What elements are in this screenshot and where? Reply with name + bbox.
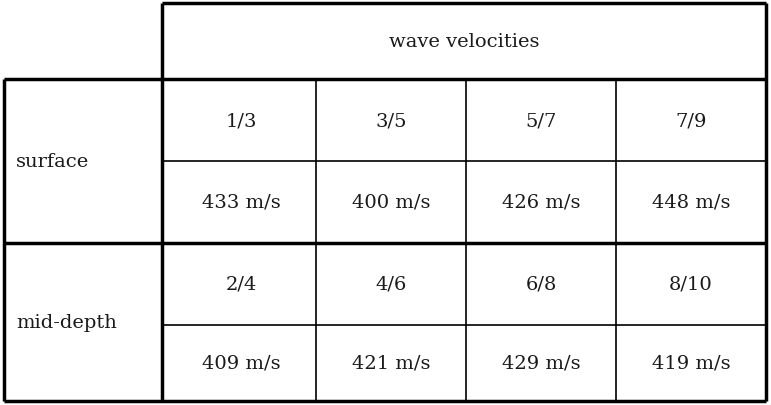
Text: 400 m/s: 400 m/s (352, 194, 430, 211)
Text: 429 m/s: 429 m/s (502, 354, 581, 372)
Text: wave velocities: wave velocities (389, 33, 539, 51)
Text: mid-depth: mid-depth (16, 313, 117, 331)
Text: 409 m/s: 409 m/s (202, 354, 281, 372)
Text: 8/10: 8/10 (669, 275, 713, 293)
Text: 419 m/s: 419 m/s (651, 354, 730, 372)
Text: 1/3: 1/3 (225, 112, 257, 130)
Text: 4/6: 4/6 (375, 275, 406, 293)
Text: 3/5: 3/5 (375, 112, 407, 130)
Text: 6/8: 6/8 (525, 275, 557, 293)
Text: 426 m/s: 426 m/s (502, 194, 581, 211)
Text: 448 m/s: 448 m/s (651, 194, 730, 211)
Text: 433 m/s: 433 m/s (202, 194, 281, 211)
Text: 7/9: 7/9 (675, 112, 707, 130)
Text: surface: surface (16, 153, 89, 171)
Text: 421 m/s: 421 m/s (352, 354, 430, 372)
Text: 5/7: 5/7 (525, 112, 557, 130)
Text: 2/4: 2/4 (225, 275, 257, 293)
